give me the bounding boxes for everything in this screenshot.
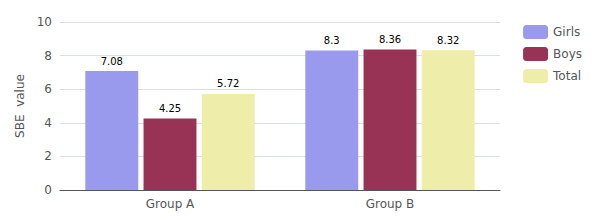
- svg-text:4.25: 4.25: [159, 103, 181, 114]
- svg-text:Group B: Group B: [366, 197, 415, 211]
- svg-text:Boys: Boys: [553, 47, 582, 61]
- svg-text:5.72: 5.72: [217, 78, 239, 89]
- svg-text:8.36: 8.36: [379, 34, 401, 45]
- svg-text:SBE value: SBE value: [13, 74, 27, 138]
- svg-text:6: 6: [44, 82, 52, 96]
- svg-text:2: 2: [44, 149, 52, 163]
- svg-text:4: 4: [44, 116, 52, 130]
- svg-text:Group A: Group A: [146, 197, 195, 211]
- svg-text:10: 10: [37, 15, 52, 29]
- svg-text:0: 0: [44, 183, 52, 197]
- svg-text:7.08: 7.08: [101, 56, 123, 67]
- svg-text:Total: Total: [552, 69, 581, 83]
- svg-text:8.32: 8.32: [437, 35, 459, 46]
- svg-text:Girls: Girls: [553, 25, 580, 39]
- svg-text:8.3: 8.3: [324, 35, 340, 46]
- svg-text:8: 8: [44, 49, 52, 63]
